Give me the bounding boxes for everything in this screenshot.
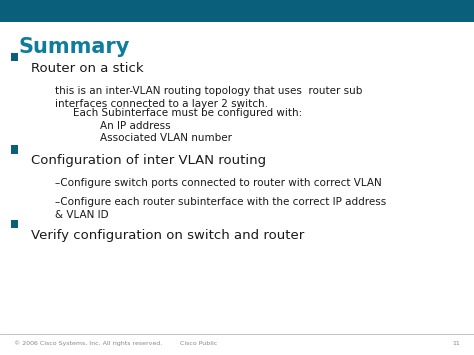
Text: Verify configuration on switch and router: Verify configuration on switch and route… [31,229,304,242]
Bar [0,0,474,22]
Text: Router on a stick: Router on a stick [31,62,144,75]
Bar [11,53,18,61]
Text: An IP address: An IP address [100,121,170,131]
Bar [11,145,18,154]
Text: Associated VLAN number: Associated VLAN number [100,133,231,143]
Text: Cisco Public: Cisco Public [180,341,218,346]
Text: Each Subinterface must be configured with:: Each Subinterface must be configured wit… [73,108,303,118]
Text: –Configure each router subinterface with the correct IP address
& VLAN ID: –Configure each router subinterface with… [55,197,386,220]
Text: this is an inter-VLAN routing topology that uses  router sub
interfaces connecte: this is an inter-VLAN routing topology t… [55,86,362,109]
Text: © 2006 Cisco Systems, Inc. All rights reserved.: © 2006 Cisco Systems, Inc. All rights re… [14,341,163,346]
Bar [11,220,18,228]
Text: –Configure switch ports connected to router with correct VLAN: –Configure switch ports connected to rou… [55,178,381,187]
Text: Configuration of inter VLAN routing: Configuration of inter VLAN routing [31,154,266,168]
Text: Summary: Summary [19,37,130,57]
Text: 11: 11 [452,341,460,346]
